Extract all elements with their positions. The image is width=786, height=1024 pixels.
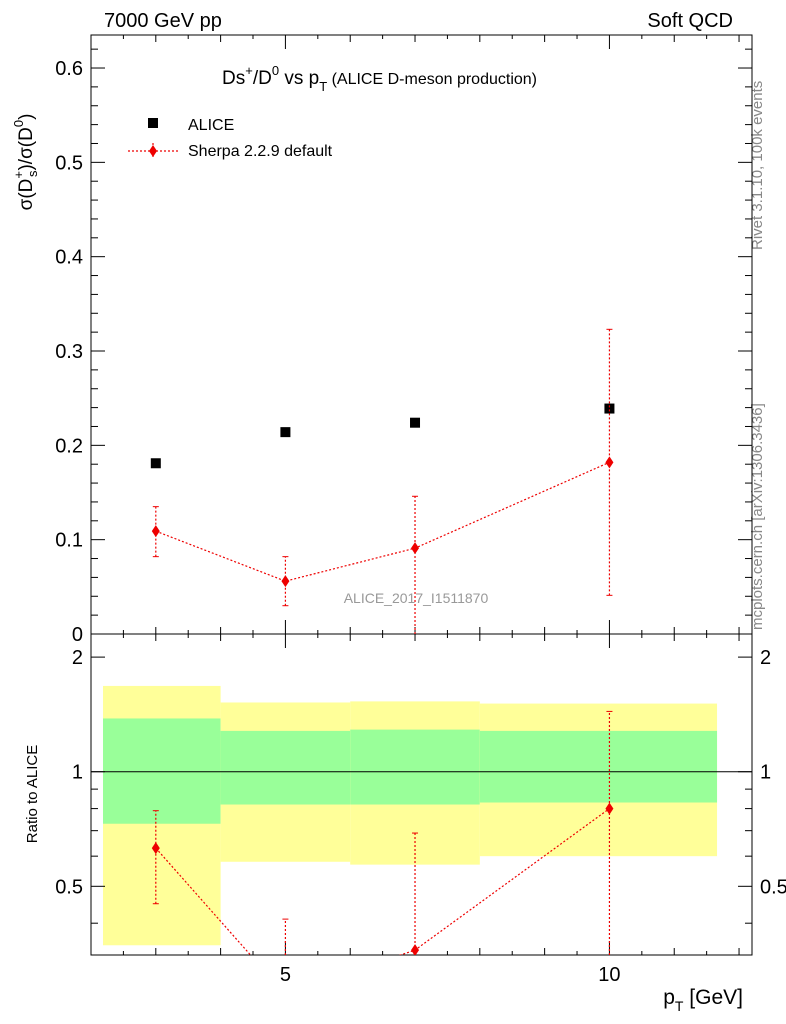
ratio-frame (90, 633, 753, 956)
sherpa-point (411, 542, 420, 555)
y-tick-label: 0.2 (55, 435, 83, 457)
alice-point (150, 458, 161, 469)
ratio-band-green (350, 729, 480, 805)
sherpa-point (151, 525, 160, 538)
legend: ALICE Sherpa 2.2.9 default (128, 117, 333, 160)
ratio-y-tick-label-right: 0.5 (760, 876, 786, 898)
alice-point (280, 427, 291, 438)
y-tick-label: 0.4 (55, 247, 83, 269)
rivet-label: Rivet 3.1.10, 100k events (749, 81, 766, 250)
ratio-band-green (103, 718, 221, 824)
ratio-y-tick-label-right: 2 (760, 647, 771, 669)
ratio-y-axis-label: Ratio to ALICE (24, 745, 41, 843)
analysis-watermark: ALICE_2017_I1511870 (344, 590, 489, 606)
sherpa-point (281, 575, 290, 588)
sherpa-line (155, 461, 610, 582)
ratio-y-tick-label: 2 (72, 647, 83, 669)
ratio-sherpa-line (155, 808, 610, 955)
x-tick-label: 5 (280, 964, 291, 986)
legend-label-alice: ALICE (188, 117, 234, 134)
ratio-bands (103, 685, 718, 946)
y-tick-label: 0.5 (55, 152, 83, 174)
y-tick-label: 0.6 (55, 58, 83, 80)
legend-marker-alice (148, 118, 158, 128)
ratio-y-tick-label: 0.5 (55, 876, 83, 898)
ratio-sherpa-point (151, 842, 160, 855)
y-axis-label: σ(D+s)/σ(D0) (11, 114, 40, 211)
y-tick-label: 0.1 (55, 530, 83, 552)
mcplots-label: mcplots.cern.ch [arXiv:1306.3436] (749, 403, 766, 630)
ratio-sherpa-group (151, 710, 614, 955)
sherpa-point (605, 456, 614, 469)
ratio-sherpa-point (411, 944, 420, 955)
header-right: Soft QCD (647, 10, 733, 32)
header-left: 7000 GeV pp (104, 10, 222, 32)
ratio-y-tick-label-right: 1 (760, 762, 771, 784)
alice-point (410, 417, 421, 428)
plot-title: Ds+/D0 vs pT (ALICE D-meson production) (222, 63, 537, 94)
alice-point (604, 403, 615, 414)
ratio-band-green (479, 730, 718, 803)
ratio-y-tick-label: 1 (72, 762, 83, 784)
y-tick-label: 0.3 (55, 341, 83, 363)
data-marks (150, 328, 615, 955)
legend-marker-sherpa (149, 145, 157, 157)
y-tick-label: 0 (72, 624, 83, 646)
x-tick-label: 10 (598, 964, 620, 986)
ratio-band-green (220, 730, 351, 805)
axes: 5 10 0 0.1 0.2 0.3 0.4 0.5 0.6 0.5 0.5 1 1 2 2 (55, 34, 786, 986)
x-axis-label: pT [GeV] (663, 986, 743, 1014)
legend-label-sherpa: Sherpa 2.2.9 default (188, 143, 333, 160)
ratio-sherpa-point (605, 802, 614, 815)
